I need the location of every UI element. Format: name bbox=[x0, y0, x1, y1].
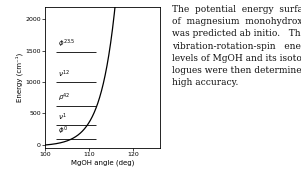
Text: $\nu^1$: $\nu^1$ bbox=[58, 112, 67, 123]
Text: $\phi^{23.5}$: $\phi^{23.5}$ bbox=[58, 38, 76, 50]
Text: $\rho^{42}$: $\rho^{42}$ bbox=[58, 92, 71, 104]
Text: $\phi^0$: $\phi^0$ bbox=[58, 125, 68, 137]
Y-axis label: Energy (cm⁻¹): Energy (cm⁻¹) bbox=[15, 53, 23, 102]
Text: The  potential  energy  surface
of  magnesium  monohydroxide
was predicted ab in: The potential energy surface of magnesiu… bbox=[172, 5, 301, 87]
Text: $\nu^{12}$: $\nu^{12}$ bbox=[58, 69, 70, 80]
X-axis label: MgOH angle (deg): MgOH angle (deg) bbox=[71, 160, 134, 166]
